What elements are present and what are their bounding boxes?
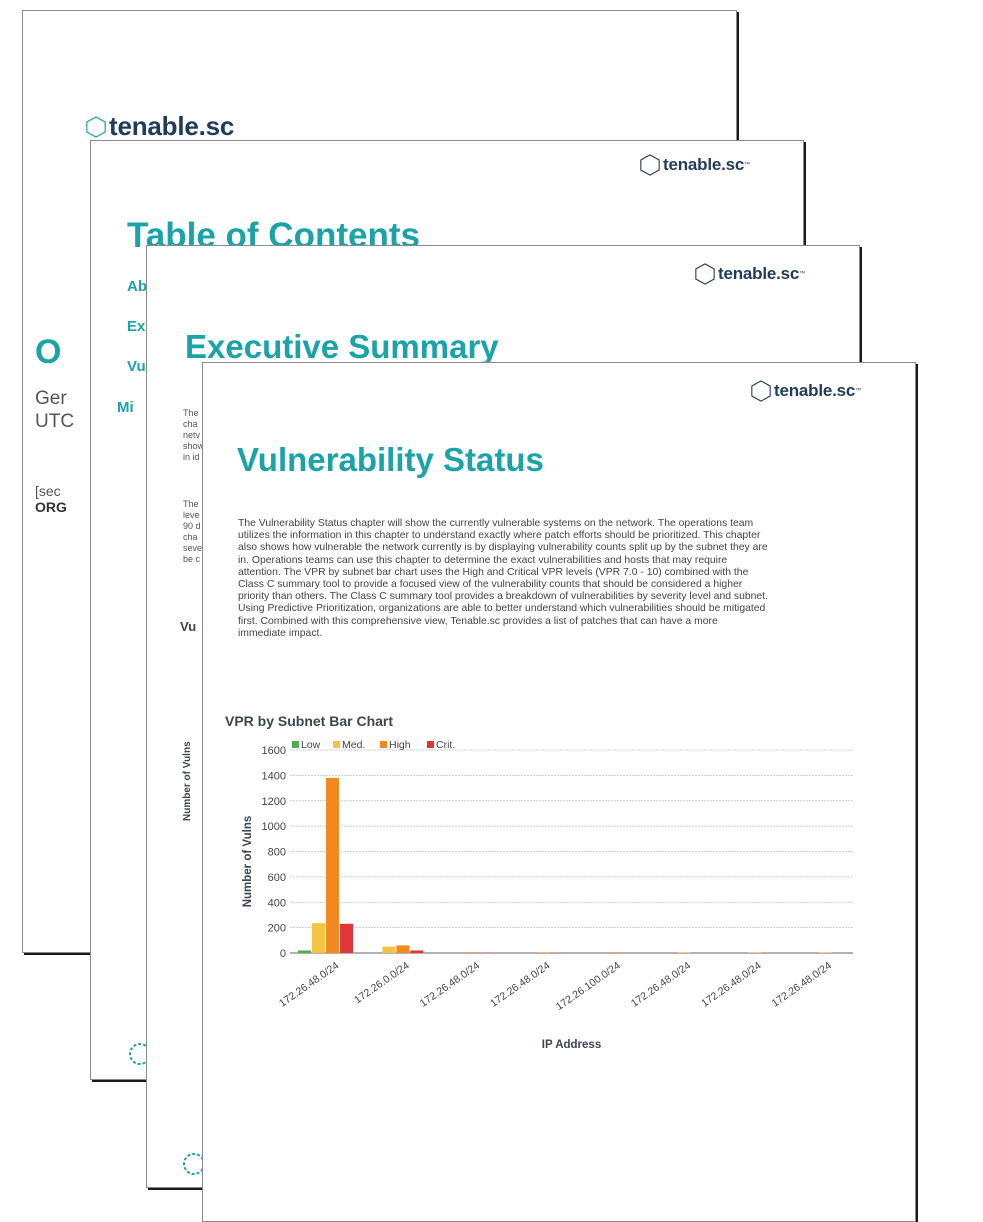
toc-item-2[interactable]: Ex bbox=[127, 318, 145, 335]
vs-title: Vulnerability Status bbox=[237, 441, 544, 479]
x-tick-label: 172.26.48.0/24 bbox=[629, 960, 693, 1010]
legend-label: High bbox=[389, 739, 411, 751]
text-line: seve bbox=[183, 543, 202, 554]
text-line: in id bbox=[183, 452, 204, 463]
text-line: be c bbox=[183, 554, 202, 565]
legend-label: Low bbox=[301, 739, 321, 751]
cover-org: ORG bbox=[35, 499, 67, 515]
hexagon-logo-icon bbox=[750, 380, 772, 402]
cover-section: [sec bbox=[35, 483, 61, 499]
y-tick-label: 1000 bbox=[262, 821, 286, 833]
bar-crit bbox=[481, 952, 494, 953]
trademark: ™ bbox=[744, 162, 750, 168]
bar-low bbox=[298, 950, 311, 953]
y-tick-label: 600 bbox=[268, 872, 286, 884]
text-line: 90 d bbox=[183, 521, 202, 532]
hexagon-logo-icon bbox=[85, 116, 107, 138]
x-tick-label: 172.26.48.0/24 bbox=[277, 960, 341, 1010]
x-tick-label: 172.26.0.0/24 bbox=[352, 960, 412, 1007]
x-axis-title: IP Address bbox=[542, 1039, 601, 1051]
bar-high bbox=[326, 778, 339, 953]
text-line: netv bbox=[183, 430, 204, 441]
x-tick-label: 172.26.48.0/24 bbox=[418, 960, 482, 1010]
y-tick-label: 1400 bbox=[262, 770, 286, 782]
bar-crit bbox=[340, 924, 353, 953]
trademark: ™ bbox=[799, 271, 805, 277]
text-line: The bbox=[183, 408, 204, 419]
legend-label: Crit. bbox=[436, 739, 455, 751]
toc-item-4[interactable]: Mi bbox=[117, 399, 134, 416]
exec-para-2: The leve 90 d cha seve be c bbox=[183, 499, 202, 565]
toc-item-3[interactable]: Vu bbox=[127, 358, 146, 375]
logo-text: tenable.sc bbox=[109, 111, 234, 142]
logo-text: tenable.sc bbox=[663, 155, 744, 175]
trademark: ™ bbox=[855, 388, 861, 394]
vpr-bar-chart: 0 200 400 600 800 1000 1200 1400 1600 172.26.48.0… bbox=[203, 733, 903, 1053]
cover-title: O bbox=[35, 333, 61, 372]
x-tick-label: 172.26.48.0/24 bbox=[699, 960, 763, 1010]
x-tick-label: 172.26.48.0/24 bbox=[770, 960, 834, 1010]
logo-text: tenable.sc bbox=[774, 381, 855, 401]
cover-line-2: UTC bbox=[35, 411, 74, 433]
bar-med bbox=[312, 923, 325, 953]
legend-swatch bbox=[292, 741, 299, 748]
vs-body-text: The Vulnerability Status chapter will sh… bbox=[238, 518, 768, 640]
bar-crit bbox=[410, 950, 423, 953]
text-line: The bbox=[183, 499, 202, 510]
bar-high bbox=[537, 952, 550, 953]
chart-heading: VPR by Subnet Bar Chart bbox=[225, 713, 393, 729]
y-tick-label: 200 bbox=[268, 923, 286, 935]
cover-line-1: Ger bbox=[35, 388, 67, 410]
hexagon-logo-icon bbox=[639, 154, 661, 176]
exec-para-1: The cha netv show in id bbox=[183, 408, 204, 463]
cover-logo: tenable.sc bbox=[85, 111, 234, 142]
logo-text: tenable.sc bbox=[718, 264, 799, 284]
text-line: leve bbox=[183, 510, 202, 521]
y-tick-label: 1200 bbox=[262, 796, 286, 808]
x-tick-label: 172.26.100.0/24 bbox=[554, 960, 623, 1013]
legend-swatch bbox=[427, 741, 434, 748]
exec-chart-heading: Vu bbox=[180, 619, 196, 634]
bar-high bbox=[748, 952, 761, 953]
legend-label: Med. bbox=[342, 739, 365, 751]
exec-title: Executive Summary bbox=[185, 328, 499, 366]
y-tick-label: 400 bbox=[268, 897, 286, 909]
legend-swatch bbox=[380, 741, 387, 748]
text-line: cha bbox=[183, 532, 202, 543]
bar-high bbox=[608, 952, 621, 953]
y-axis-title: Number of Vulns bbox=[242, 816, 254, 908]
hexagon-logo-icon bbox=[694, 263, 716, 285]
y-tick-label: 800 bbox=[268, 847, 286, 859]
y-tick-label: 0 bbox=[280, 948, 286, 960]
exec-ylabel: Number of Vulns bbox=[182, 741, 193, 821]
toc-item-1[interactable]: Ab bbox=[127, 278, 147, 295]
bar-high bbox=[467, 952, 480, 953]
bar-high bbox=[396, 945, 409, 953]
bar-high bbox=[678, 952, 691, 953]
bar-high bbox=[819, 952, 832, 953]
x-tick-label: 172.26.48.0/24 bbox=[488, 960, 552, 1010]
legend-swatch bbox=[333, 741, 340, 748]
text-line: cha bbox=[183, 419, 204, 430]
text-line: show bbox=[183, 441, 204, 452]
bar-med bbox=[382, 947, 395, 953]
y-tick-label: 1600 bbox=[262, 745, 286, 757]
